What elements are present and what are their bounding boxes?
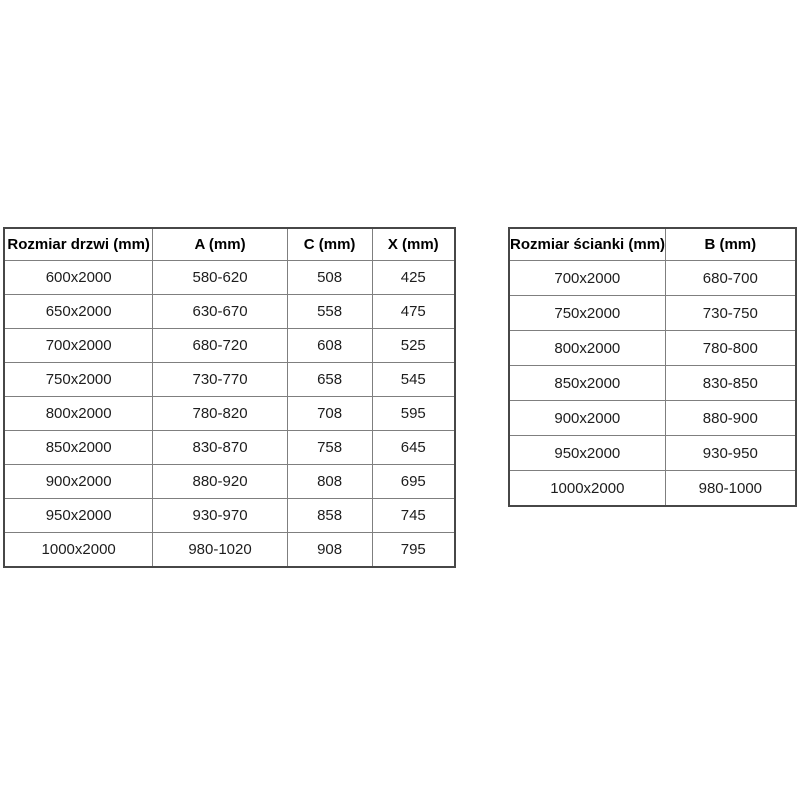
cell: 795 [371,532,456,568]
cell: 858 [286,498,373,533]
cell: 950x2000 [508,435,666,471]
column-header: Rozmiar drzwi (mm) [3,227,154,261]
cell: 930-970 [152,498,288,533]
table-row: 700x2000 680-720 608 525 [3,328,456,363]
table-row: 850x2000 830-870 758 645 [3,430,456,465]
table-row: 950x2000 930-970 858 745 [3,498,456,533]
door-size-table: Rozmiar drzwi (mm) A (mm) C (mm) X (mm) 600x… [3,227,456,568]
cell: 1000x2000 [3,532,154,568]
cell: 880-900 [664,400,797,436]
header-row: Rozmiar drzwi (mm) A (mm) C (mm) X (mm) [3,227,456,261]
cell: 930-950 [664,435,797,471]
table-row: 1000x2000 980-1000 [508,470,797,507]
column-header: A (mm) [152,227,288,261]
cell: 800x2000 [3,396,154,431]
table-row: 800x2000 780-800 [508,330,797,366]
table-row: 700x2000 680-700 [508,260,797,296]
cell: 475 [371,294,456,329]
cell: 980-1000 [664,470,797,507]
cell: 850x2000 [508,365,666,401]
cell: 780-820 [152,396,288,431]
cell: 708 [286,396,373,431]
cell: 980-1020 [152,532,288,568]
cell: 1000x2000 [508,470,666,507]
cell: 630-670 [152,294,288,329]
wall-size-table: Rozmiar ścianki (mm) B (mm) 700x2000 680-70… [508,227,797,507]
cell: 658 [286,362,373,397]
cell: 908 [286,532,373,568]
cell: 758 [286,430,373,465]
table-row: 750x2000 730-770 658 545 [3,362,456,397]
table-row: 900x2000 880-920 808 695 [3,464,456,499]
table-row: 850x2000 830-850 [508,365,797,401]
cell: 525 [371,328,456,363]
cell: 830-870 [152,430,288,465]
cell: 830-850 [664,365,797,401]
cell: 808 [286,464,373,499]
cell: 900x2000 [3,464,154,499]
cell: 650x2000 [3,294,154,329]
cell: 730-750 [664,295,797,331]
cell: 580-620 [152,260,288,295]
cell: 425 [371,260,456,295]
cell: 595 [371,396,456,431]
cell: 730-770 [152,362,288,397]
cell: 700x2000 [508,260,666,296]
cell: 608 [286,328,373,363]
column-header: B (mm) [664,227,797,261]
cell: 508 [286,260,373,295]
cell: 900x2000 [508,400,666,436]
cell: 695 [371,464,456,499]
table-row: 900x2000 880-900 [508,400,797,436]
cell: 680-720 [152,328,288,363]
column-header: X (mm) [371,227,456,261]
cell: 645 [371,430,456,465]
table-row: 800x2000 780-820 708 595 [3,396,456,431]
column-header: C (mm) [286,227,373,261]
cell: 850x2000 [3,430,154,465]
cell: 750x2000 [508,295,666,331]
cell: 745 [371,498,456,533]
table-row: 650x2000 630-670 558 475 [3,294,456,329]
cell: 750x2000 [3,362,154,397]
table-row: 750x2000 730-750 [508,295,797,331]
cell: 600x2000 [3,260,154,295]
cell: 680-700 [664,260,797,296]
table-row: 1000x2000 980-1020 908 795 [3,532,456,568]
column-header: Rozmiar ścianki (mm) [508,227,666,261]
cell: 700x2000 [3,328,154,363]
cell: 558 [286,294,373,329]
table-row: 950x2000 930-950 [508,435,797,471]
cell: 800x2000 [508,330,666,366]
cell: 880-920 [152,464,288,499]
header-row: Rozmiar ścianki (mm) B (mm) [508,227,797,261]
table-row: 600x2000 580-620 508 425 [3,260,456,295]
cell: 950x2000 [3,498,154,533]
cell: 545 [371,362,456,397]
cell: 780-800 [664,330,797,366]
